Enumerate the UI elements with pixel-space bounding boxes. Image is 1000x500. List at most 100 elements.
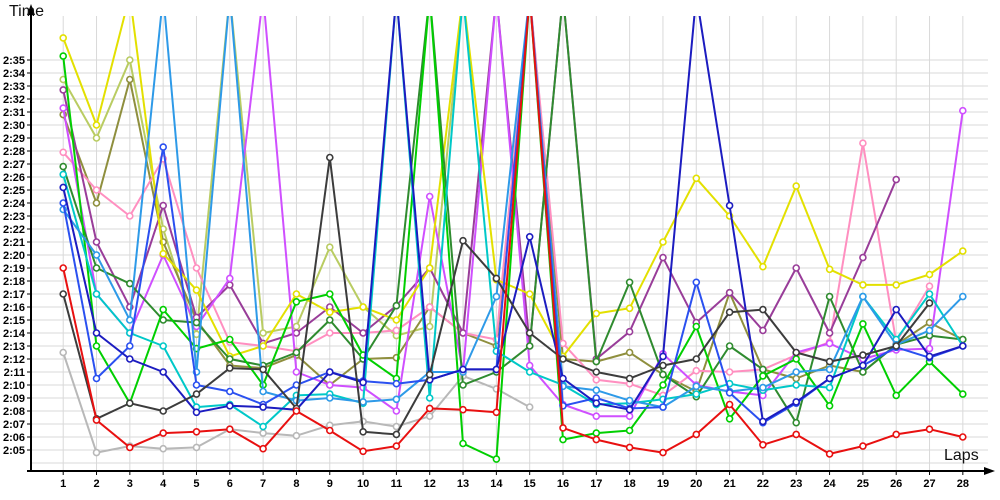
x-tick-label: 22 [757, 478, 769, 490]
data-point [92, 448, 101, 457]
data-point [759, 305, 767, 314]
data-point [226, 335, 234, 344]
data-point [925, 282, 934, 291]
data-point [925, 425, 934, 434]
series-cyan-line [62, 16, 964, 428]
data-point [825, 339, 834, 348]
data-point [292, 431, 301, 440]
data-point [592, 386, 601, 395]
data-point [59, 162, 68, 171]
data-point [592, 368, 601, 376]
data-point [559, 424, 567, 432]
data-point [825, 357, 834, 366]
y-tick-label: 2:10 [3, 380, 25, 392]
x-tick-label: 27 [923, 478, 935, 490]
data-point [592, 429, 601, 437]
x-tick-label: 3 [127, 478, 133, 490]
data-point [59, 348, 68, 357]
data-point [592, 435, 601, 444]
data-point [392, 442, 401, 450]
data-point [958, 390, 967, 398]
series-skyblue-line [62, 16, 964, 409]
data-point [92, 264, 101, 272]
data-point [492, 408, 501, 417]
data-point [958, 292, 967, 301]
data-point [759, 440, 767, 449]
data-point [159, 444, 167, 453]
data-point [892, 305, 901, 314]
data-point [725, 288, 734, 297]
data-point [192, 427, 201, 436]
x-tick-label: 8 [293, 478, 299, 490]
data-point [925, 344, 934, 353]
y-axis-title: Time [9, 3, 44, 20]
x-axis-title: Laps [944, 447, 979, 464]
data-point [559, 435, 567, 444]
data-point [559, 355, 567, 363]
data-point [859, 292, 867, 301]
y-tick-label: 2:29 [3, 133, 25, 145]
data-point [892, 430, 901, 439]
x-tick-label: 18 [624, 478, 636, 490]
series-green-line [62, 16, 964, 461]
data-point [859, 253, 867, 262]
y-tick-label: 2:26 [3, 172, 25, 184]
data-point [59, 290, 68, 298]
data-point [292, 297, 301, 306]
data-point [525, 368, 534, 376]
data-point [792, 398, 801, 406]
data-point [325, 394, 334, 402]
data-point [425, 264, 434, 272]
data-point [259, 342, 267, 350]
data-point [425, 404, 434, 413]
data-point [759, 262, 767, 271]
data-point [659, 352, 667, 361]
data-point [359, 427, 367, 436]
data-point [159, 143, 167, 151]
x-tick-label: 5 [193, 478, 199, 490]
data-point [226, 355, 234, 363]
y-tick-label: 2:28 [3, 146, 25, 158]
data-point [259, 429, 267, 437]
series-black-markers [59, 153, 934, 439]
data-point [425, 370, 434, 379]
data-point [659, 361, 667, 370]
data-point [325, 290, 334, 298]
x-tick-label: 7 [260, 478, 266, 490]
data-point [859, 320, 867, 328]
data-point [192, 286, 201, 294]
data-point [292, 407, 301, 415]
data-point [825, 383, 834, 392]
data-point [492, 292, 501, 301]
data-point [325, 368, 334, 376]
data-point [925, 299, 934, 307]
data-point [192, 264, 201, 272]
data-point [692, 278, 701, 287]
data-point [659, 238, 667, 246]
x-tick-label: 21 [723, 478, 735, 490]
data-point [359, 378, 367, 387]
data-point [259, 403, 267, 411]
data-point [825, 365, 834, 374]
data-point [592, 375, 601, 384]
data-point [59, 183, 68, 192]
tick-marks [27, 59, 964, 475]
data-point [692, 366, 701, 375]
data-point [325, 381, 334, 389]
y-tick-label: 2:08 [3, 406, 25, 418]
data-point [958, 342, 967, 350]
y-tick-label: 2:06 [3, 432, 25, 444]
y-tick-label: 2:16 [3, 302, 25, 314]
data-point [92, 290, 101, 298]
data-point [892, 342, 901, 350]
data-point [159, 201, 167, 210]
data-point [325, 316, 334, 324]
data-point [59, 104, 68, 112]
data-point [759, 365, 767, 374]
x-tick-label: 6 [227, 478, 233, 490]
data-point [792, 348, 801, 357]
y-tick-label: 2:35 [3, 55, 25, 67]
data-point [59, 170, 68, 179]
data-point [559, 339, 567, 348]
y-tick-label: 2:19 [3, 263, 25, 275]
